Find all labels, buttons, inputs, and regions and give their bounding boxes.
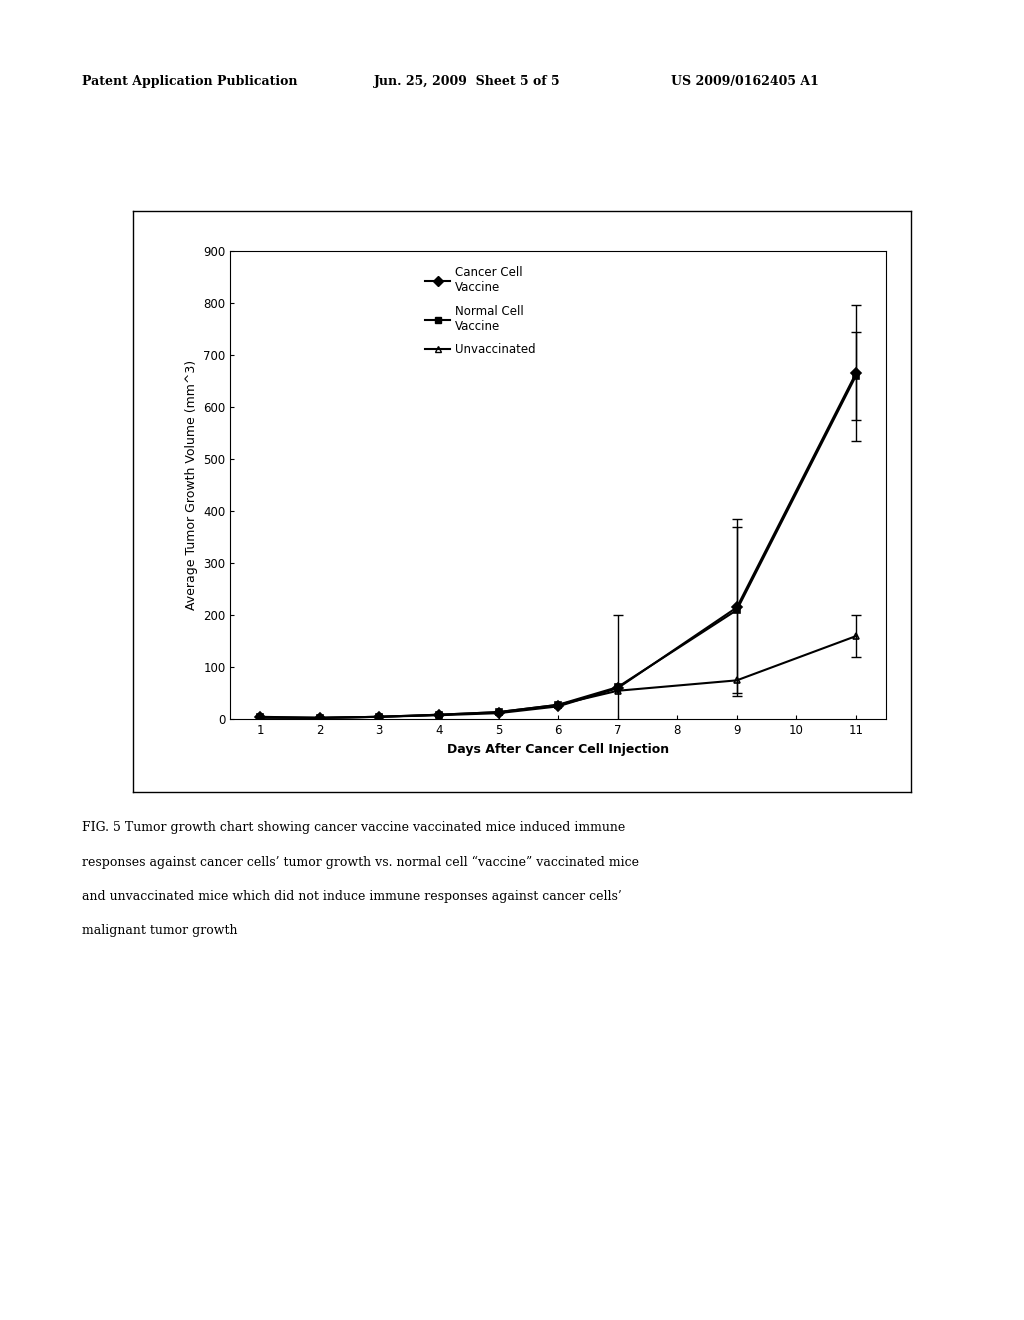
X-axis label: Days After Cancer Cell Injection: Days After Cancer Cell Injection (447, 743, 669, 756)
Line: Unvaccinated: Unvaccinated (257, 632, 859, 721)
Line: Cancer Cell
Vaccine: Cancer Cell Vaccine (257, 370, 859, 721)
Normal Cell
Vaccine (254, 709, 266, 725)
Text: US 2009/0162405 A1: US 2009/0162405 A1 (671, 75, 818, 88)
Unvaccinated (254, 710, 266, 726)
Normal Cell
Vaccine (552, 697, 564, 713)
Cancer Cell
Vaccine (254, 709, 266, 725)
Text: Patent Application Publication: Patent Application Publication (82, 75, 297, 88)
Cancer Cell
Vaccine (552, 698, 564, 714)
Cancer Cell
Vaccine (493, 705, 505, 721)
Legend: Cancer Cell
Vaccine, Normal Cell
Vaccine, Unvaccinated: Cancer Cell Vaccine, Normal Cell Vaccine… (420, 261, 541, 362)
Unvaccinated (433, 706, 445, 722)
Line: Normal Cell
Vaccine: Normal Cell Vaccine (257, 372, 859, 721)
Cancer Cell
Vaccine (731, 599, 743, 615)
Text: Jun. 25, 2009  Sheet 5 of 5: Jun. 25, 2009 Sheet 5 of 5 (374, 75, 560, 88)
Cancer Cell
Vaccine (433, 708, 445, 723)
Cancer Cell
Vaccine (611, 680, 624, 696)
Cancer Cell
Vaccine (850, 366, 862, 381)
Normal Cell
Vaccine (850, 368, 862, 384)
Y-axis label: Average Tumor Growth Volume (mm^3): Average Tumor Growth Volume (mm^3) (184, 360, 198, 610)
Normal Cell
Vaccine (611, 680, 624, 696)
Normal Cell
Vaccine (313, 710, 326, 726)
Unvaccinated (493, 704, 505, 719)
Cancer Cell
Vaccine (313, 710, 326, 726)
Unvaccinated (373, 709, 385, 725)
Cancer Cell
Vaccine (373, 709, 385, 725)
Text: responses against cancer cells’ tumor growth vs. normal cell “vaccine” vaccinate: responses against cancer cells’ tumor gr… (82, 855, 639, 869)
Normal Cell
Vaccine (373, 709, 385, 725)
Unvaccinated (611, 682, 624, 698)
Normal Cell
Vaccine (731, 602, 743, 618)
Text: FIG. 5 Tumor growth chart showing cancer vaccine vaccinated mice induced immune: FIG. 5 Tumor growth chart showing cancer… (82, 821, 626, 834)
Text: malignant tumor growth: malignant tumor growth (82, 924, 238, 937)
Normal Cell
Vaccine (493, 704, 505, 719)
Text: and unvaccinated mice which did not induce immune responses against cancer cells: and unvaccinated mice which did not indu… (82, 890, 622, 903)
Unvaccinated (552, 697, 564, 713)
Unvaccinated (850, 628, 862, 644)
Unvaccinated (731, 672, 743, 688)
Normal Cell
Vaccine (433, 706, 445, 722)
Unvaccinated (313, 710, 326, 726)
